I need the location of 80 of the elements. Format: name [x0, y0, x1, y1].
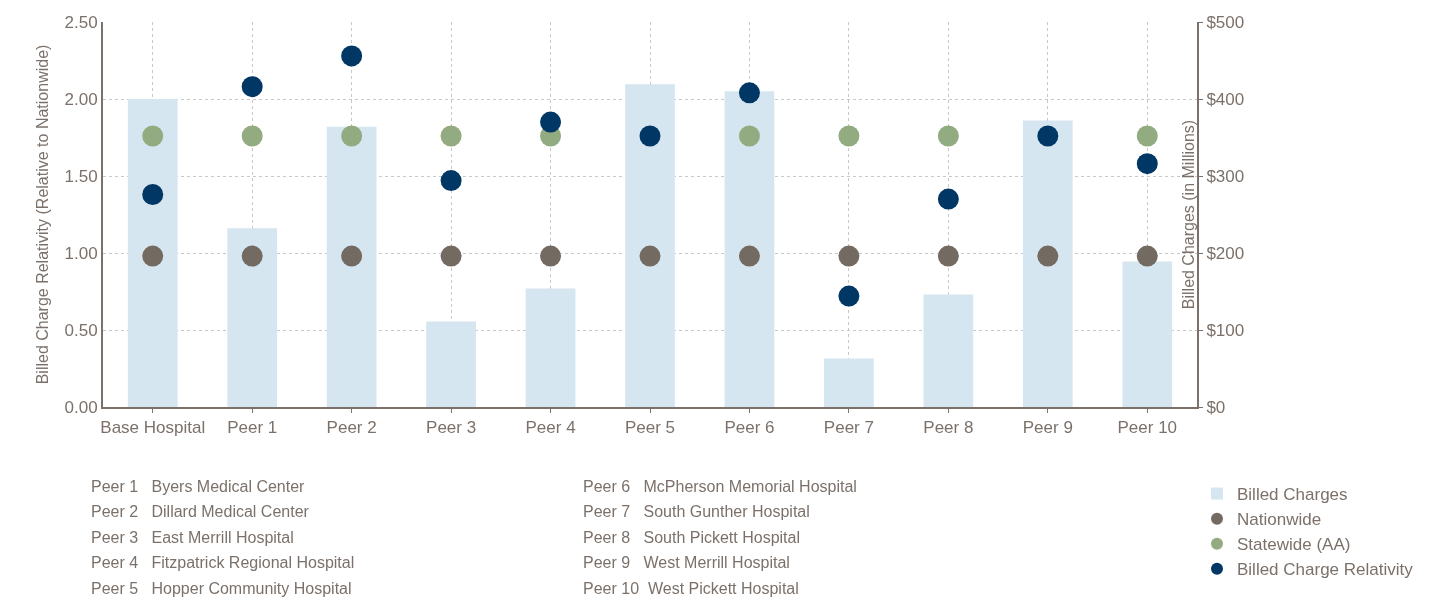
x-tick-label: Peer 2: [326, 418, 377, 438]
text: Peer 9 West Merrill Hospital: [583, 554, 790, 571]
x-tick-label: Peer 3: [426, 418, 477, 438]
x-tick-label: Peer 9: [1022, 418, 1073, 438]
text: Peer 8 South Pickett Hospital: [583, 529, 800, 546]
legend-label: Nationwide: [1237, 510, 1322, 530]
point: [738, 125, 760, 147]
point: [838, 245, 860, 267]
bar: [1122, 261, 1173, 407]
point: [241, 76, 263, 98]
y-axis-title: Billed Charge Relativity (Relative to Nationwide): [33, 44, 51, 385]
y-tick-label: 1.50: [64, 166, 98, 186]
point: [241, 125, 263, 147]
text: Peer 3 East Merrill Hospital: [91, 529, 294, 546]
point: [440, 245, 462, 267]
y2-tick-label: $300: [1206, 166, 1245, 186]
x-tick-label: Peer 8: [923, 418, 974, 438]
text: Peer 4 Fitzpatrick Regional Hospital: [91, 554, 355, 571]
bar: [824, 358, 874, 407]
y-tick-label: 0.50: [64, 320, 98, 340]
y-tick-label: 2.50: [64, 12, 98, 32]
x-tick-label: Peer 4: [525, 418, 576, 438]
point: [241, 245, 263, 267]
point: [341, 45, 363, 67]
point: [738, 245, 760, 267]
y-tick-label: 0.00: [64, 397, 98, 417]
y2-tick-label: $400: [1206, 89, 1245, 109]
y2-tick-label: $200: [1206, 243, 1245, 263]
point: [341, 125, 363, 147]
point: [440, 170, 462, 192]
point: [937, 188, 959, 210]
point: [639, 245, 661, 267]
x-tick-label: Peer 7: [823, 418, 874, 438]
point: [937, 125, 959, 147]
bar: [127, 99, 178, 407]
bar: [1022, 120, 1073, 407]
x-tick-label: Peer 10: [1117, 418, 1178, 438]
point: [1136, 153, 1158, 175]
point: [838, 125, 860, 147]
point: [142, 245, 164, 267]
point: [540, 111, 562, 133]
point: [1136, 245, 1158, 267]
y2-tick-label: $100: [1206, 320, 1245, 340]
x-tick-label: Peer 6: [724, 418, 775, 438]
point: [142, 125, 164, 147]
bar: [525, 288, 576, 407]
x-tick-label: Peer 1: [227, 418, 278, 438]
y2-axis-title: Billed Charges (in Millions): [1180, 119, 1197, 310]
y-tick-label: 2.00: [64, 89, 98, 109]
x-tick-label: Base Hospital: [100, 418, 206, 438]
point: [540, 245, 562, 267]
point: [937, 245, 959, 267]
text: Peer 2 Dillard Medical Center: [91, 503, 310, 520]
text: Peer 1 Byers Medical Center: [91, 478, 306, 495]
point: [341, 245, 363, 267]
y-tick-label: 1.00: [64, 243, 98, 263]
bar: [625, 84, 675, 407]
x-tick-label: Peer 5: [624, 418, 676, 438]
point: [1037, 125, 1059, 147]
point: [1136, 125, 1158, 147]
bar: [426, 321, 476, 407]
text: Peer 5 Hopper Community Hospital: [91, 580, 352, 597]
point: [142, 183, 164, 205]
legend-label: Billed Charge Relativity: [1237, 560, 1414, 580]
point: [738, 82, 760, 104]
bar: [326, 126, 377, 407]
bar: [227, 228, 278, 407]
legend-label: Statewide (AA): [1237, 535, 1351, 555]
text: Peer 6 McPherson Memorial Hospital: [583, 478, 857, 495]
point: [440, 125, 462, 147]
point: [838, 285, 860, 307]
legend-label: Billed Charges: [1237, 485, 1348, 505]
point: [639, 125, 661, 147]
y2-tick-label: $500: [1206, 12, 1245, 32]
y2-tick-label: $0: [1206, 397, 1226, 417]
text: Peer 10 West Pickett Hospital: [583, 580, 799, 597]
bar: [923, 294, 974, 407]
bar: [724, 91, 775, 407]
text: Peer 7 South Gunther Hospital: [583, 503, 810, 520]
point: [1037, 245, 1059, 267]
